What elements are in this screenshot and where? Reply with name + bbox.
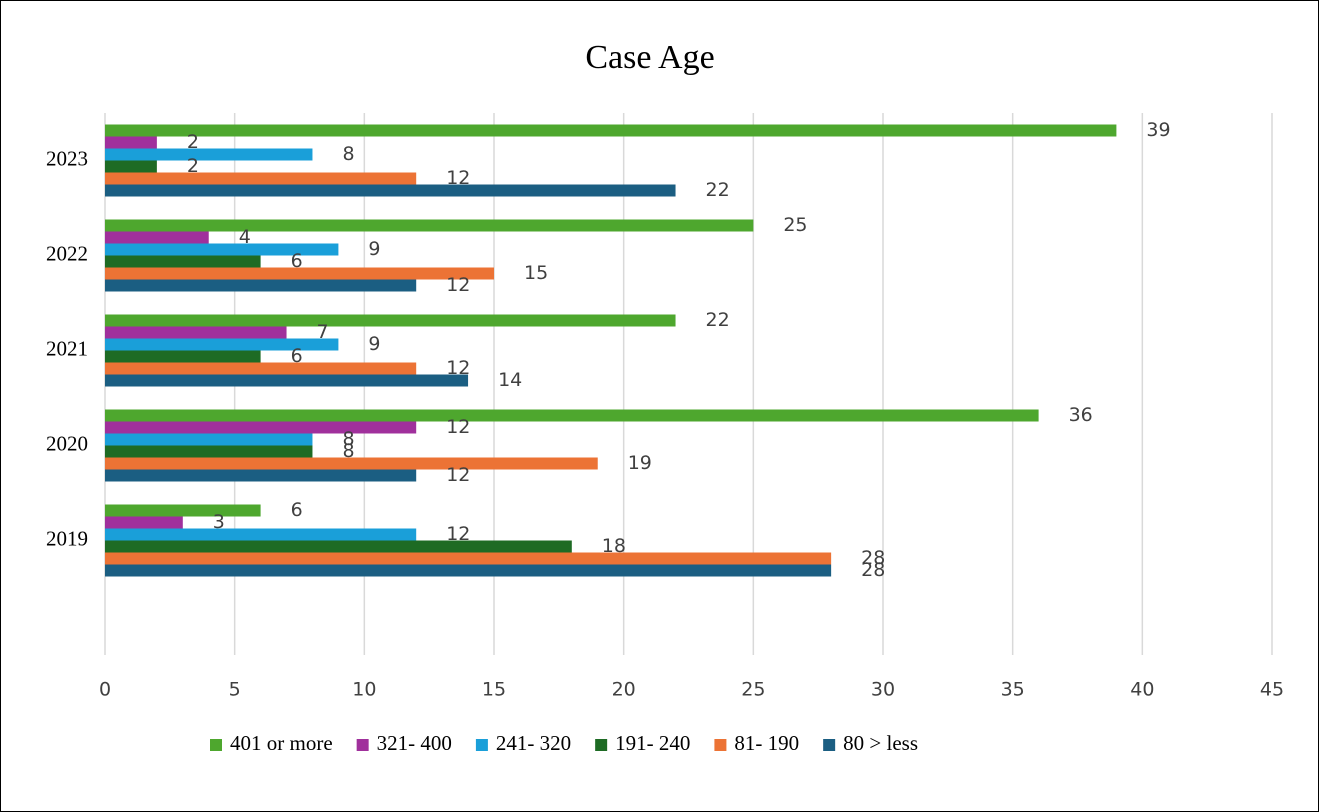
bar [105, 362, 417, 375]
bar [105, 124, 1117, 137]
data-label: 12 [446, 416, 470, 438]
data-label: 8 [342, 143, 354, 165]
bar [105, 184, 676, 197]
y-tick-label: 2022 [46, 241, 88, 265]
data-label: 6 [291, 250, 303, 272]
legend-swatch [475, 739, 488, 751]
bar [105, 409, 1039, 422]
x-tick-label: 40 [1130, 679, 1154, 701]
data-label: 6 [291, 499, 303, 521]
legend-swatch [595, 739, 608, 751]
bar [105, 564, 832, 577]
bar [105, 469, 417, 482]
bar [105, 433, 313, 446]
data-label: 12 [446, 523, 470, 545]
bar [105, 457, 598, 470]
legend-label: 241- 320 [496, 731, 571, 755]
data-label: 19 [628, 452, 652, 474]
legend-label: 401 or more [230, 731, 333, 755]
bar [105, 148, 313, 161]
legend-label: 321- 400 [377, 731, 452, 755]
data-label: 12 [446, 274, 470, 296]
data-label: 39 [1146, 119, 1170, 141]
legend-swatch [210, 739, 222, 751]
data-label: 9 [368, 238, 380, 260]
legend-label: 81- 190 [734, 731, 799, 755]
data-label: 12 [446, 464, 470, 486]
data-label: 12 [446, 357, 470, 379]
data-label: 2 [187, 131, 199, 153]
bar [105, 540, 572, 553]
data-label: 2 [187, 155, 199, 177]
y-tick-label: 2023 [46, 146, 88, 170]
data-label: 7 [317, 321, 329, 343]
data-label: 22 [706, 179, 730, 201]
legend-label: 191- 240 [615, 731, 690, 755]
x-tick-label: 0 [99, 679, 111, 701]
data-label: 22 [706, 309, 730, 331]
bar [105, 552, 832, 565]
bar [105, 136, 157, 149]
x-tick-label: 20 [612, 679, 636, 701]
bar [105, 279, 417, 292]
data-label: 3 [213, 511, 225, 533]
bar [105, 243, 339, 256]
legend-label: 80 > less [843, 731, 918, 755]
bar [105, 267, 494, 280]
bar [105, 326, 287, 339]
data-label: 6 [291, 345, 303, 367]
bar [105, 231, 209, 244]
data-label: 28 [861, 559, 885, 581]
y-tick-label: 2020 [46, 431, 88, 455]
bar [105, 338, 339, 351]
data-label: 9 [368, 333, 380, 355]
legend-swatch [823, 739, 836, 751]
bar [105, 255, 261, 268]
x-tick-label: 5 [229, 679, 241, 701]
y-tick-label: 2021 [46, 336, 88, 360]
data-label: 15 [524, 262, 548, 284]
data-label: 25 [783, 214, 807, 236]
bar [105, 528, 417, 541]
bar [105, 421, 417, 434]
x-tick-label: 25 [741, 679, 765, 701]
bar [105, 445, 313, 458]
x-tick-label: 10 [352, 679, 376, 701]
bar [105, 516, 183, 529]
data-label: 8 [342, 440, 354, 462]
data-label: 28 [861, 547, 885, 569]
y-tick-label: 2019 [46, 526, 88, 550]
legend-swatch [714, 739, 727, 751]
x-tick-label: 15 [482, 679, 506, 701]
bar [105, 374, 469, 387]
data-label: 18 [602, 535, 626, 557]
x-tick-label: 45 [1260, 679, 1284, 701]
data-label: 36 [1069, 404, 1093, 426]
data-label: 8 [342, 428, 354, 450]
legend-swatch [356, 739, 369, 751]
bar [105, 504, 261, 517]
bar [105, 314, 676, 327]
data-label: 12 [446, 167, 470, 189]
x-tick-label: 30 [871, 679, 895, 701]
bar [105, 172, 417, 185]
bar [105, 219, 754, 232]
data-label: 4 [239, 226, 251, 248]
chart-title: Case Age [585, 39, 714, 76]
bar [105, 160, 157, 173]
x-tick-label: 35 [1001, 679, 1025, 701]
bar [105, 350, 261, 363]
data-label: 14 [498, 369, 522, 391]
